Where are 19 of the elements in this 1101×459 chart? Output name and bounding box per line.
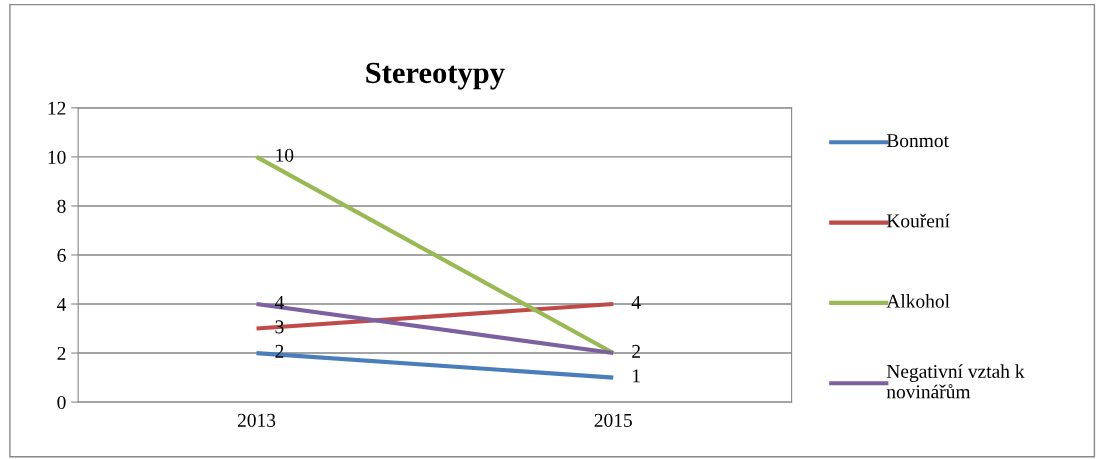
x-tick-label: 2013 [237,413,276,427]
data-label: 4 [274,295,285,309]
data-label: 4 [631,295,641,309]
data-label: 10 [276,148,294,162]
x-tick-label: 2015 [594,413,632,427]
y-tick-label: 10 [48,150,66,164]
legend-label: Kouření [886,213,950,228]
chart-title: Stereotypy [366,62,505,90]
legend-label: Alkohol [886,294,950,308]
data-label: 1 [633,369,640,383]
y-tick-label: 8 [57,199,66,213]
data-label: 2 [632,344,640,358]
legend-label: Negativní vztah k novinářům [886,364,1025,399]
legend-label: Bonmot [886,134,949,148]
y-tick-label: 4 [57,297,67,311]
y-tick-label: 12 [48,101,66,115]
y-tick-label: 6 [57,248,66,262]
y-tick-label: 2 [57,346,66,360]
y-tick-label: 0 [57,395,66,410]
